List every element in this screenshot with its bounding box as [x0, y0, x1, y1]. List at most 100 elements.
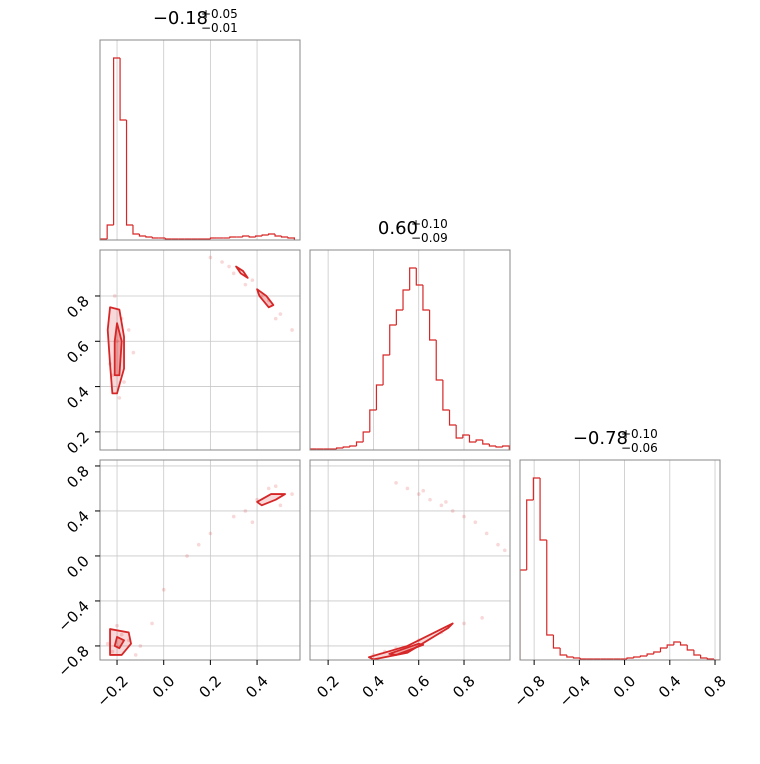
sample-point: [278, 503, 283, 508]
x-tick-label: 0.6: [404, 672, 434, 702]
x-tick-label: 0.0: [149, 672, 179, 702]
sample-point: [428, 497, 432, 502]
sample-point: [112, 294, 117, 298]
sample-point: [243, 282, 248, 287]
sample-point: [450, 509, 455, 513]
hist-step: [248, 236, 256, 238]
panel-frame: [99, 39, 301, 241]
y-tick-label: 0.4: [63, 383, 93, 413]
sample-point: [405, 486, 410, 491]
hist-step: [673, 641, 681, 645]
hist-step: [666, 644, 674, 648]
plot-area: [310, 267, 510, 450]
hist-step: [713, 659, 720, 660]
sample-point: [115, 623, 119, 628]
sample-point: [227, 264, 231, 269]
sample-point: [161, 587, 166, 592]
hist-step: [395, 309, 404, 325]
sample-point: [185, 554, 189, 558]
x-tick-label: 0.4: [655, 672, 685, 702]
sample-point: [444, 500, 448, 504]
sample-point: [110, 649, 115, 654]
hist-step: [502, 445, 510, 450]
sample-point: [208, 255, 213, 260]
x-tick-label: −0.4: [556, 672, 594, 710]
hist-step: [255, 235, 263, 237]
hist-step: [566, 655, 574, 658]
hist-step: [626, 657, 634, 659]
y-tick-label: 0.4: [63, 507, 93, 537]
y-tick-label: 0.0: [63, 552, 93, 582]
hist-step: [442, 380, 450, 411]
hist-step: [274, 234, 282, 237]
hist-step: [686, 645, 694, 651]
y-tick-label: 0.2: [63, 428, 93, 458]
sample-point: [231, 514, 236, 519]
hist-step: [138, 234, 146, 237]
sample-point: [150, 621, 154, 626]
y-tick-label: 0.8: [63, 292, 93, 322]
sample-point: [131, 350, 136, 355]
sample-point: [250, 520, 255, 525]
hist-step: [106, 224, 114, 239]
density-contour: [235, 265, 249, 279]
density-contour: [113, 636, 125, 650]
sample-point: [126, 328, 131, 332]
sample-point: [473, 520, 478, 525]
hist-step: [546, 540, 554, 636]
panel-frame: [309, 249, 511, 451]
y-tick-label: −0.8: [54, 642, 92, 680]
hist-step: [572, 657, 581, 659]
sample-point: [117, 396, 122, 400]
sample-point: [439, 503, 444, 508]
hist-step: [389, 324, 397, 355]
sample-point: [421, 488, 426, 493]
panel-frame: [99, 459, 301, 661]
sample-point: [462, 621, 466, 626]
x-tick-label: 0.8: [700, 672, 730, 702]
sample-point: [122, 380, 126, 384]
title-upper: +0.10: [621, 427, 658, 441]
hist-step: [242, 235, 250, 237]
hist-step: [468, 435, 477, 443]
title-lower: −0.06: [621, 441, 658, 455]
sample-point: [462, 514, 466, 519]
hist-step: [287, 237, 295, 240]
hist-step: [488, 444, 497, 447]
density-contour: [109, 628, 132, 656]
sample-point: [273, 484, 278, 489]
hist-step: [113, 57, 121, 225]
sample-point: [266, 486, 271, 491]
hist-step: [559, 648, 567, 656]
hist-step: [261, 234, 269, 236]
density-contour: [388, 642, 425, 656]
y-tick-label: 0.6: [63, 337, 93, 367]
hist-step: [679, 642, 688, 646]
hist-step: [310, 448, 317, 450]
hist-step: [700, 655, 708, 659]
hist-step: [362, 431, 370, 442]
hist-step: [579, 658, 587, 660]
panel-title: −0.18: [153, 8, 208, 29]
hist-step: [462, 434, 470, 438]
sample-point: [278, 312, 283, 316]
hist-step: [552, 635, 561, 649]
x-tick-label: 0.0: [610, 672, 640, 702]
plot-area: [106, 255, 294, 400]
hist-step: [375, 384, 384, 410]
sample-point: [480, 616, 484, 620]
hist-step: [633, 656, 641, 658]
hist-step: [495, 446, 503, 448]
hist-step: [382, 354, 390, 385]
sample-point: [496, 542, 500, 547]
sample-point: [394, 481, 398, 485]
panel-frame: [309, 459, 511, 661]
hist-step: [428, 310, 437, 341]
sample-point: [208, 531, 213, 536]
hist-step: [119, 58, 127, 121]
hist-step: [455, 425, 463, 439]
sample-point: [290, 328, 294, 332]
hist-step: [693, 650, 701, 656]
density-contour: [256, 288, 275, 309]
sample-point: [115, 339, 119, 344]
